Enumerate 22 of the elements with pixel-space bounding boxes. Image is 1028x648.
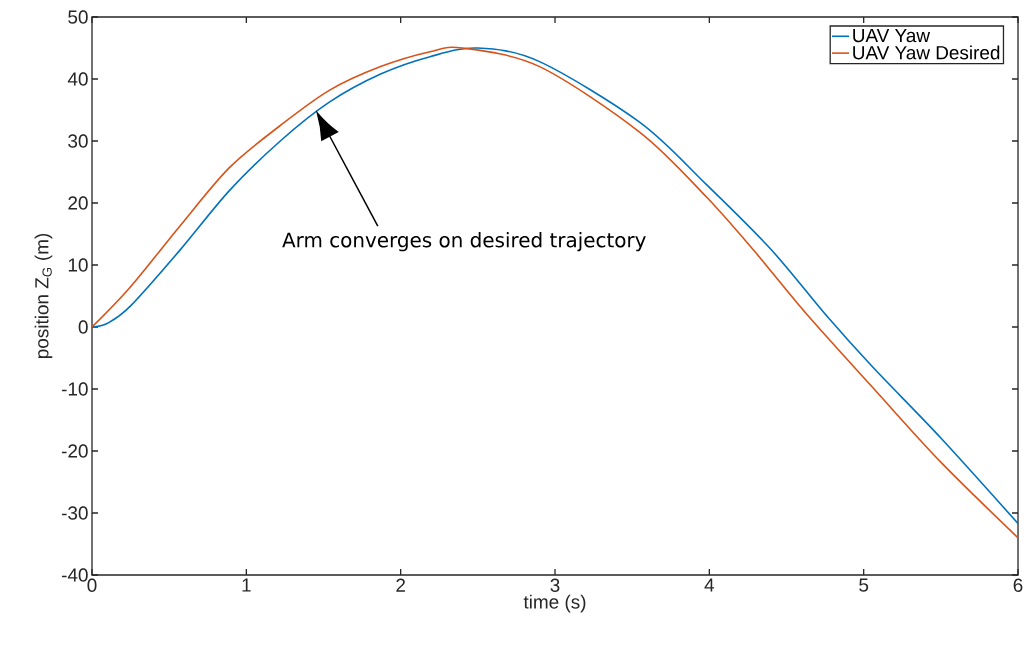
legend-label: UAV Yaw xyxy=(853,29,931,43)
x-tick-label: 3 xyxy=(550,578,560,592)
y-tick-label: 10 xyxy=(68,258,88,272)
x-tick-label: 5 xyxy=(859,578,869,592)
y-tick-label: -20 xyxy=(61,444,88,458)
y-tick-label: 0 xyxy=(78,320,88,334)
y-tick-label: 50 xyxy=(68,10,88,24)
x-tick-label: 0 xyxy=(87,578,97,592)
y-tick-label: -30 xyxy=(61,506,88,520)
y-tick-label: -10 xyxy=(61,382,88,396)
x-tick-label: 1 xyxy=(242,578,251,592)
x-tick-label: 2 xyxy=(396,578,405,592)
x-tick-label: 6 xyxy=(1013,578,1023,592)
y-tick-label: 40 xyxy=(67,72,88,86)
legend-label: UAV Yaw Desired xyxy=(853,45,1000,60)
y-tick-label: 20 xyxy=(68,196,88,210)
x-axis-title: time (s) xyxy=(523,594,586,613)
y-tick-label: -40 xyxy=(61,568,88,582)
y-tick-label: 30 xyxy=(68,134,88,148)
x-tick-label: 4 xyxy=(704,578,715,592)
annotation: Arm converges on desired trajectory xyxy=(282,232,646,252)
y-axis-title: position Z$_{G}$ (m) xyxy=(34,233,53,359)
